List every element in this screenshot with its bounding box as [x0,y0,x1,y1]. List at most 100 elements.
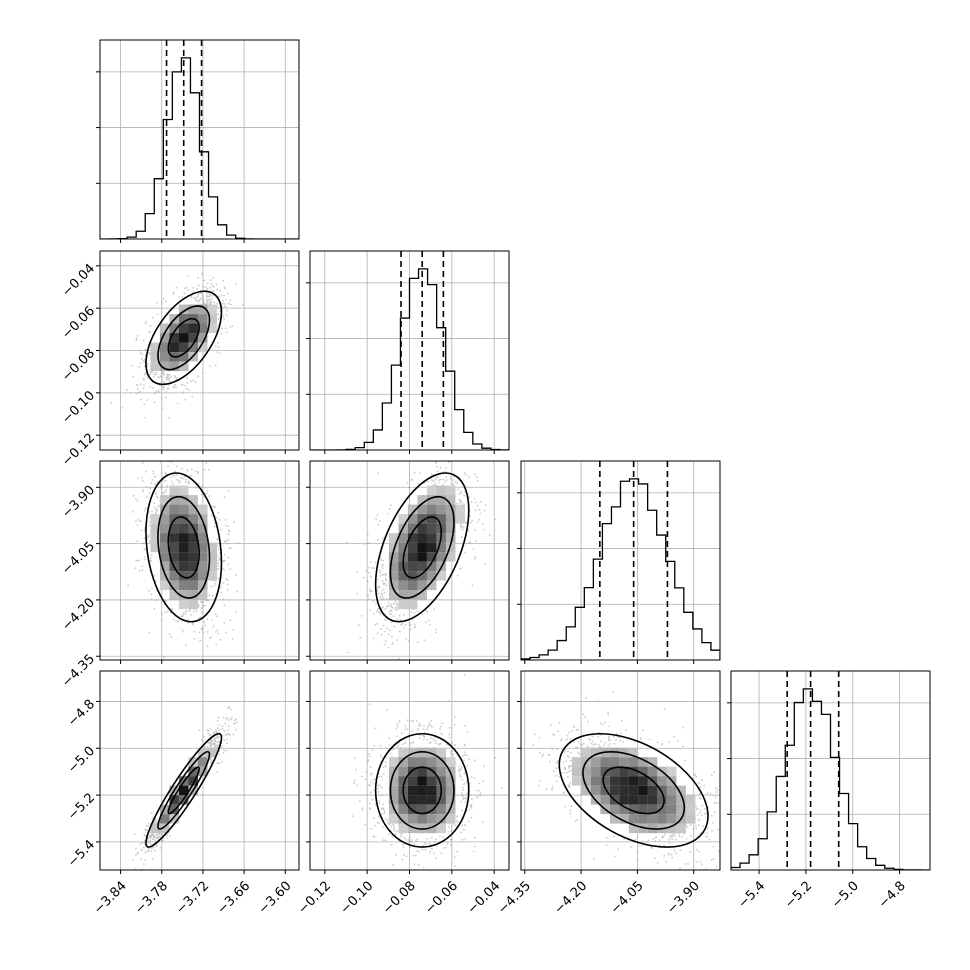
x-tick-label: −0.10 [338,879,377,918]
density-cell [426,580,437,591]
density-cell [407,814,418,824]
density-cell [590,776,601,786]
density-cell [609,776,620,786]
density-cell [197,333,208,343]
x-tick-label: −0.12 [295,879,334,918]
density-cell [455,504,465,515]
contour-level-1 [389,750,455,830]
scatter-points [346,461,497,660]
density-cell [426,504,437,515]
density-cell [188,323,198,334]
density-cell [188,599,198,610]
density-cell [600,766,610,777]
density-cell [407,561,418,572]
density-cell [657,804,667,815]
x-tick-label: −3.84 [91,879,130,918]
x-tick-label: −4.8 [876,879,909,912]
density-cell [657,785,667,796]
contour-level-0 [602,766,665,815]
density-cell [188,552,198,562]
density-cell [398,795,408,805]
density-cell [436,795,446,805]
density-cells [150,747,217,834]
density-cell [666,814,677,824]
density-cell [388,533,399,543]
density-cell [197,552,208,562]
density-cell [445,495,456,505]
density-cell [647,785,658,796]
density-cell [388,795,399,805]
density-cell [197,323,208,334]
density-cell [169,795,179,805]
density-cell [197,766,208,777]
density-cell [150,533,160,543]
density-cell [159,523,170,534]
density-cell [417,814,427,824]
density-cell [150,361,160,372]
density-cell [197,747,208,758]
density-cell [188,757,198,767]
density-cell [666,804,677,815]
density-cell [436,504,446,515]
contour-level-2 [374,472,470,623]
density-cell [571,757,582,767]
panel-3-1: −0.12 −0.10 −0.08 −0.06 −0.04 [295,670,510,918]
density-cell [676,804,686,815]
density-cell [169,533,179,543]
density-cell [150,823,160,834]
density-cell [581,766,591,777]
panel-2-1 [306,460,510,664]
density-cell [417,766,427,777]
density-cell [417,795,427,805]
density-cell [445,533,456,543]
density-cell [436,552,446,562]
density-cell [178,523,189,534]
density-cell [188,776,198,786]
density-cell [417,514,427,524]
density-cell [417,542,427,553]
density-cell [600,757,610,767]
density-cell [169,552,179,562]
density-cell [638,795,648,805]
density-cell [159,571,170,581]
density-cell [398,776,408,786]
density-cell [388,552,399,562]
density-cell [445,785,456,796]
axes-frame [99,670,300,871]
density-cell [398,804,408,815]
panel-2-0: −4.35 −4.20 −4.05 −3.90 [59,460,300,690]
density-cell [600,795,610,805]
density-cell [426,485,437,496]
density-cell [445,757,456,767]
axes-frame [99,460,300,661]
density-cell [398,514,408,524]
density-cell [407,590,418,600]
density-cell [426,495,437,505]
density-cell [178,333,189,343]
density-cell [445,814,456,824]
density-cell [426,561,437,572]
density-cell [407,523,418,534]
contour-level-2 [558,732,709,848]
x-tick-label: −0.06 [422,879,461,918]
density-cell [197,590,208,600]
contour-level-2 [145,290,223,386]
density-cell [445,795,456,805]
density-cell [628,747,639,758]
density-cell [417,504,427,515]
density-cell [398,757,408,767]
density-cell [169,814,179,824]
histogram-step-3 [731,688,930,870]
density-cell [197,504,208,515]
density-cell [628,785,639,796]
panel-3-2: −4.35 −4.20 −4.05 −3.90 [495,670,721,917]
density-cell [178,485,189,496]
contour-level-2 [374,732,470,848]
density-cell [619,766,629,777]
density-cell [590,785,601,796]
density-cell [619,804,629,815]
density-cell [398,747,408,758]
density-cell [628,757,639,767]
density-cell [407,514,418,524]
